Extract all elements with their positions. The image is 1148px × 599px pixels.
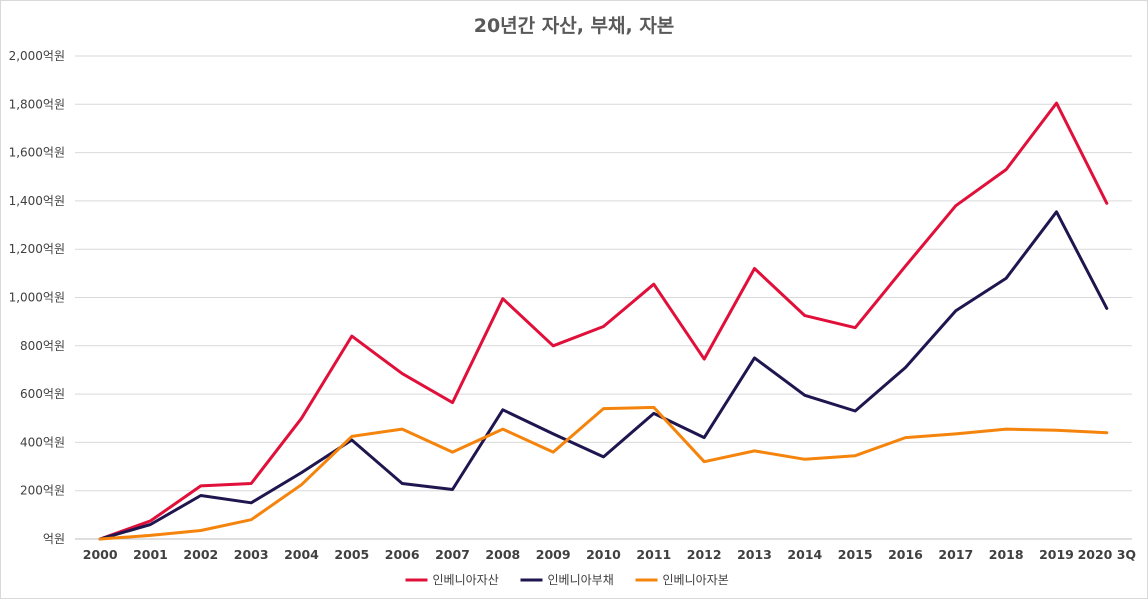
- y-axis: 억원 200억원 400억원 600억원 800억원 1,000억원 1,200억원 1,40…: [9, 49, 65, 546]
- x-tick-label: 2012: [687, 547, 722, 562]
- x-tick-label: 2018: [989, 547, 1024, 562]
- legend-label: 인베니아부채: [548, 573, 614, 587]
- x-tick-label: 2019: [1039, 547, 1074, 562]
- y-tick-label: 200억원: [20, 484, 65, 498]
- series-line-1: [98, 101, 1109, 541]
- y-tick-label: 800억원: [20, 339, 65, 353]
- x-tick-label: 2011: [636, 547, 671, 562]
- x-tick-label: 2006: [385, 547, 420, 562]
- x-tick-label: 2007: [435, 547, 470, 562]
- x-tick-label: 2000: [83, 547, 118, 562]
- legend: 인베니아자산 인베니아부채 인베니아자본: [405, 573, 729, 587]
- x-tick-label: 2010: [586, 547, 621, 562]
- x-tick-label: 2014: [787, 547, 822, 562]
- y-tick-label: 1,200억원: [9, 242, 65, 256]
- x-tick-label: 2015: [838, 547, 873, 562]
- x-tick-label: 2005: [334, 547, 369, 562]
- x-tick-label: 2002: [183, 547, 218, 562]
- series-line-3: [98, 405, 1109, 541]
- gridlines: [75, 55, 1132, 540]
- y-tick-label: 1,400억원: [9, 194, 65, 208]
- x-tick-label: 2013: [737, 547, 772, 562]
- y-tick-label: 1,800억원: [9, 97, 65, 111]
- x-tick-label: 2017: [938, 547, 973, 562]
- series-line-2: [98, 210, 1109, 541]
- legend-label: 인베니아자본: [663, 573, 729, 587]
- x-tick-label: 2008: [485, 547, 520, 562]
- y-tick-label: 억원: [43, 532, 65, 546]
- x-tick-label: 2009: [536, 547, 571, 562]
- x-tick-label: 2001: [133, 547, 168, 562]
- x-tick-label: 2003: [234, 547, 269, 562]
- y-tick-label: 1,000억원: [9, 291, 65, 305]
- x-axis: 2000 2001 2002 2003 2004 2005 2006 2007 2008 2009…: [83, 547, 1136, 562]
- x-tick-label: 2016: [888, 547, 923, 562]
- y-tick-label: 600억원: [20, 387, 65, 401]
- legend-label: 인베니아자산: [433, 573, 499, 587]
- x-tick-label: 2020 3Q: [1078, 547, 1136, 562]
- series-lines: [98, 101, 1109, 541]
- y-tick-label: 2,000억원: [9, 49, 65, 63]
- x-tick-label: 2004: [284, 547, 319, 562]
- y-tick-label: 1,600억원: [9, 146, 65, 160]
- chart-title: 20년간 자산, 부채, 자본: [474, 15, 675, 37]
- y-tick-label: 400억원: [20, 435, 65, 449]
